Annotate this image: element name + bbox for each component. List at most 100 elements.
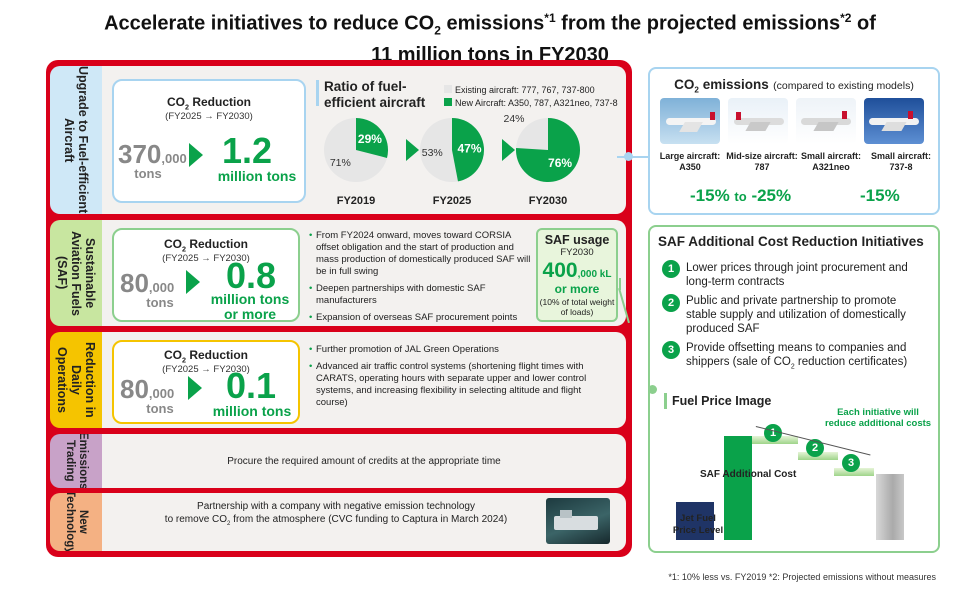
emissions-title: CO2 emissions (compared to existing mode… [674,77,914,95]
operations-reduction-box: CO2 Reduction (FY2025 → FY2030) [112,340,300,424]
step-badge: 2 [806,439,824,457]
jet-fuel-label: Jet Fuel Price Level [672,513,724,536]
saf-reduction-box: CO2 Reduction (FY2025 → FY2030) [112,228,300,322]
step-badge: 1 [662,260,680,278]
saf-section-label: Sustainable Aviation Fuels (SAF) [55,230,97,316]
reduced-cost-bar [876,474,904,540]
reduction-period: (FY2025 → FY2030) [162,364,250,376]
plane-label-737-8: Small aircraft: 737-8 [870,151,932,172]
pie-slice-new [516,118,580,182]
saf-cost-item-1: Lower prices through joint procurement a… [686,262,908,288]
saf-cost-item-2: Public and private partnership to promot… [686,295,906,335]
trading-label-cell: Emissions Trading [50,434,102,488]
list-item: From FY2024 onward, moves toward CORSIA … [309,230,531,278]
step-badge: 2 [662,294,680,312]
list-item: Deepen partnerships with domestic SAF ma… [309,283,531,307]
connector-line [617,156,649,158]
saf-usage-value: 400,000 kL [542,259,612,282]
pie-year-label: FY2025 [433,195,472,207]
technology-section: New Technology [50,493,626,551]
arrow-icon [186,270,200,294]
saf-additional-cost-label: SAF Additional Cost [700,469,797,480]
saf-to-value: 0.8 [226,255,277,296]
plane-image-737-8 [864,98,924,144]
saf-cost-bar [724,436,752,540]
ratio-legend: Existing aircraft: 777, 767, 737-800 New… [444,84,618,110]
trading-section-label: Emissions Trading [64,434,89,488]
operations-from-value: 80,000 tons [120,374,175,416]
ratio-title-bar [316,80,319,106]
plane-label-a321neo: Small aircraft: A321neo [800,151,862,172]
legend-new: New Aircraft: A350, 787, A321neo, 737-8 [444,97,618,110]
jet-fuel-bar [676,502,714,540]
saf-usage-year: FY2030 [560,247,594,258]
list-item: Advanced air traffic control systems (sh… [309,361,615,409]
step-badge: 3 [662,341,680,359]
captura-facility-photo [546,498,610,544]
pie-label-new: 76% [548,156,572,170]
step-badge: 3 [842,454,860,472]
operations-to-value: 0.1 [226,365,277,406]
pie-label-existing: 71% [330,157,351,169]
saf-usage-box: SAF usage FY2030 400,000 kL or more (10%… [536,228,618,322]
saf-from-value: 80,000 tons [120,268,175,310]
legend-swatch-new [444,98,452,106]
legend-swatch-existing [444,85,452,93]
aircraft-section-label: Upgrade to Fuel-efficient Aircraft [62,66,90,214]
arrow-icon [406,139,419,161]
pie-label-existing: 24% [503,113,524,125]
connector-dot [624,152,633,161]
reduction-period: (FY2025 → FY2030) [162,253,250,265]
aircraft-reduction-box: CO2 Reduction (FY2025 → FY2030) [112,79,306,203]
saf-to-unit: million tons or more [210,291,290,322]
connector-dot [648,385,657,394]
saf-label-cell: Sustainable Aviation Fuels (SAF) [50,220,102,326]
reduction-period: (FY2025 → FY2030) [165,111,253,123]
aircraft-to-value: 1.2 [222,130,273,171]
saf-usage-title: SAF usage [544,233,610,247]
saf-usage-more: or more [554,282,600,296]
page-title: Accelerate initiatives to reduce CO2 emi… [0,6,980,67]
ratio-pie-charts: 29% 71% FY2019 47% 53% FY2025 76% 24% FY2030 [324,113,580,207]
reduction-title: CO2 Reduction [164,237,248,254]
plane-label-787: Mid-size aircraft: 787 [726,151,798,172]
ratio-title: Ratio of fuel-efficient aircraft [324,79,426,110]
footnote: *1: 10% less vs. FY2019 *2: Projected em… [668,572,936,582]
pie-label-new: 29% [358,132,382,146]
legend-existing: Existing aircraft: 777, 767, 737-800 [444,84,618,97]
pie-label-existing: 53% [422,147,443,159]
pie-year-label: FY2019 [337,195,376,207]
aircraft-to-unit: million tons [217,168,297,184]
operations-label-cell: Reduction in Daily Operations [50,332,102,428]
saf-cost-title: SAF Additional Cost Reduction Initiative… [658,234,924,249]
list-item: Further promotion of JAL Green Operation… [309,344,615,356]
emissions-small-value: -15% [860,186,900,205]
plane-label-a350: Large aircraft: A350 [659,151,721,172]
pie-label-new: 47% [458,141,482,155]
pie-year-label: FY2030 [529,195,568,207]
saf-bullets: From FY2024 onward, moves toward CORSIA … [309,230,531,329]
plane-image-787 [728,98,788,144]
reduction-title: CO2 Reduction [164,348,248,365]
list-item: Expansion of overseas SAF procurement po… [309,312,531,324]
arrow-icon [502,139,515,161]
pie-slice-new [452,118,484,182]
pie-slice-new [356,118,388,158]
aircraft-label-cell: Upgrade to Fuel-efficient Aircraft [50,66,102,214]
technology-section-label: New Technology [64,493,89,551]
arrow-icon [188,376,202,400]
trading-section: Emissions Trading Procure the required a… [50,434,626,488]
title-line-1: Accelerate initiatives to reduce CO2 emi… [104,11,876,38]
plane-image-a321neo [796,98,856,144]
fuel-price-note: Each initiative will reduce additional c… [824,407,932,429]
saf-cost-item-3: Provide offsetting means to companies an… [686,342,908,371]
operations-to-unit: million tons [212,403,292,419]
reduction-title: CO2 Reduction [167,95,251,112]
plane-image-a350 [660,98,720,144]
aircraft-from-value: 370,000 tons [118,139,187,181]
emissions-range: -15% to -25% [690,186,792,205]
technology-label-cell: New Technology [50,493,102,551]
saf-usage-note: (10% of total weight of loads) [539,297,615,317]
technology-text: Partnership with a company with negative… [164,501,508,527]
step-badge: 1 [764,424,782,442]
